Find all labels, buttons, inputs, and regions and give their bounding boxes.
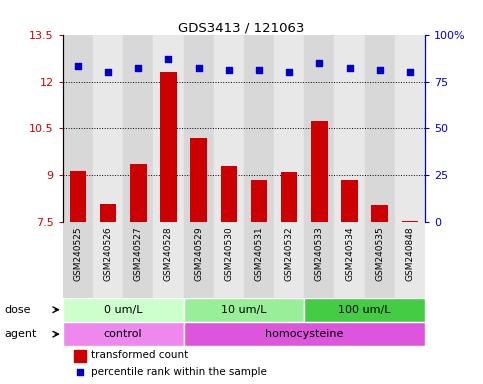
Bar [123, 35, 154, 222]
Bar [244, 222, 274, 298]
Bar [184, 222, 213, 298]
Text: 10 um/L: 10 um/L [221, 305, 267, 315]
Bar [63, 322, 184, 346]
Text: agent: agent [5, 329, 37, 339]
Bar [184, 298, 304, 322]
Text: homocysteine: homocysteine [265, 329, 343, 339]
Bar [274, 35, 304, 222]
Bar [70, 171, 86, 222]
Bar [395, 35, 425, 222]
Text: GSM240848: GSM240848 [405, 226, 414, 281]
Bar [281, 172, 298, 222]
Bar [304, 222, 334, 298]
Bar [304, 35, 334, 222]
Bar [63, 222, 93, 298]
Bar [334, 35, 365, 222]
Point [376, 67, 384, 73]
Bar [304, 298, 425, 322]
Bar [402, 221, 418, 222]
Bar [130, 164, 146, 222]
Bar [160, 72, 177, 222]
Point [76, 369, 84, 375]
Bar [395, 222, 425, 298]
Bar [73, 350, 86, 362]
Bar [251, 180, 267, 222]
Point [315, 60, 323, 66]
Text: GSM240534: GSM240534 [345, 226, 354, 281]
Text: GSM240526: GSM240526 [103, 226, 113, 281]
Text: GSM240527: GSM240527 [134, 226, 143, 281]
Text: dose: dose [5, 305, 31, 315]
Point [255, 67, 263, 73]
Bar [123, 222, 154, 298]
Bar [63, 35, 93, 222]
Point [195, 65, 202, 71]
Bar [154, 35, 184, 222]
Bar [311, 121, 327, 222]
Bar [244, 35, 274, 222]
Text: GSM240529: GSM240529 [194, 226, 203, 281]
Point [225, 67, 233, 73]
Point [165, 56, 172, 62]
Bar [100, 204, 116, 222]
Bar [190, 138, 207, 222]
Text: 0 um/L: 0 um/L [104, 305, 142, 315]
Bar [154, 222, 184, 298]
Point [74, 63, 82, 70]
Text: control: control [104, 329, 142, 339]
Bar [93, 222, 123, 298]
Point [134, 65, 142, 71]
Point [346, 65, 354, 71]
Bar [213, 35, 244, 222]
Bar [184, 322, 425, 346]
Bar [334, 222, 365, 298]
Bar [274, 222, 304, 298]
Bar [341, 180, 358, 222]
Bar [365, 35, 395, 222]
Text: GSM240528: GSM240528 [164, 226, 173, 281]
Bar [93, 35, 123, 222]
Bar [213, 222, 244, 298]
Point [285, 69, 293, 75]
Text: GSM240535: GSM240535 [375, 226, 384, 281]
Bar [63, 298, 184, 322]
Text: GSM240532: GSM240532 [284, 226, 294, 281]
Text: GSM240533: GSM240533 [315, 226, 324, 281]
Text: 100 um/L: 100 um/L [339, 305, 391, 315]
Bar [371, 205, 388, 222]
Bar [221, 166, 237, 222]
Text: GSM240525: GSM240525 [73, 226, 83, 281]
Point [406, 69, 414, 75]
Bar [365, 222, 395, 298]
Text: GSM240530: GSM240530 [224, 226, 233, 281]
Text: GSM240531: GSM240531 [255, 226, 264, 281]
Text: percentile rank within the sample: percentile rank within the sample [91, 367, 267, 377]
Text: transformed count: transformed count [91, 351, 188, 361]
Bar [184, 35, 213, 222]
Text: GDS3413 / 121063: GDS3413 / 121063 [178, 21, 305, 34]
Point [104, 69, 112, 75]
